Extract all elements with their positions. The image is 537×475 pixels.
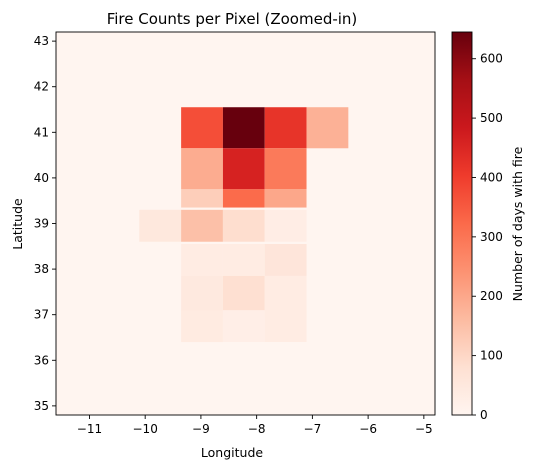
y-axis-ticks: 35 36 37 38 39 40 41 42 43	[34, 34, 56, 413]
x-tick-label: −6	[359, 422, 377, 436]
heatmap-cell	[264, 148, 307, 190]
colorbar	[452, 32, 472, 415]
heatmap-cell	[181, 275, 223, 317]
heatmap-cell	[222, 244, 265, 276]
y-tick-label: 36	[34, 353, 49, 367]
heatmap-cell	[222, 107, 265, 149]
y-tick-label: 40	[34, 171, 49, 185]
colorbar-ticks: 0 100 200 300 400 500 600	[472, 52, 503, 422]
colorbar-tick-label: 100	[480, 349, 503, 363]
colorbar-frame	[451, 31, 473, 416]
y-tick-label: 39	[34, 217, 49, 231]
y-axis-label: Latitude	[10, 198, 25, 250]
heatmap-cell	[181, 310, 223, 343]
x-axis-label: Longitude	[201, 445, 263, 460]
heatmap-cell	[306, 107, 349, 149]
heatmap-cell	[264, 107, 307, 149]
y-tick-label: 42	[34, 80, 49, 94]
x-tick-label: −11	[77, 422, 102, 436]
y-tick-label: 35	[34, 399, 49, 413]
plot-frame	[55, 31, 436, 416]
heatmap-cell	[264, 310, 307, 343]
heatmap-cell	[222, 148, 265, 190]
heatmap-cell	[222, 189, 265, 208]
heatmap-cell	[139, 209, 182, 242]
y-tick-label: 43	[34, 34, 49, 48]
heatmap-cell	[222, 310, 265, 343]
colorbar-tick-label: 400	[480, 170, 503, 184]
heatmap-cells	[56, 32, 435, 415]
heatmap-cell	[181, 244, 223, 276]
colorbar-tick-label: 0	[480, 408, 488, 422]
heatmap-cell	[181, 148, 223, 190]
x-tick-label: −8	[248, 422, 266, 436]
x-tick-label: −5	[415, 422, 433, 436]
colorbar-tick-label: 200	[480, 289, 503, 303]
heatmap-cell	[181, 209, 223, 242]
y-tick-label: 37	[34, 308, 49, 322]
colorbar-tick-label: 500	[480, 111, 503, 125]
heatmap-cell	[222, 209, 265, 242]
x-tick-label: −7	[304, 422, 322, 436]
heatmap-cell	[181, 189, 223, 208]
heatmap-cell	[222, 275, 265, 317]
heatmap-cell	[264, 275, 307, 317]
colorbar-tick-label: 600	[480, 52, 503, 66]
chart-title: Fire Counts per Pixel (Zoomed-in)	[107, 10, 358, 28]
heatmap-cell	[264, 189, 307, 208]
heatmap-cell	[264, 244, 307, 276]
y-tick-label: 41	[34, 125, 49, 139]
x-axis-ticks: −11 −10 −9 −8 −7 −6 −5	[77, 415, 433, 436]
colorbar-tick-label: 300	[480, 230, 503, 244]
heatmap-cell	[181, 107, 223, 149]
x-tick-label: −10	[133, 422, 158, 436]
heatmap-cell	[264, 209, 307, 242]
y-tick-label: 38	[34, 262, 49, 276]
x-tick-label: −9	[192, 422, 210, 436]
colorbar-label: Number of days with fire	[510, 146, 525, 301]
